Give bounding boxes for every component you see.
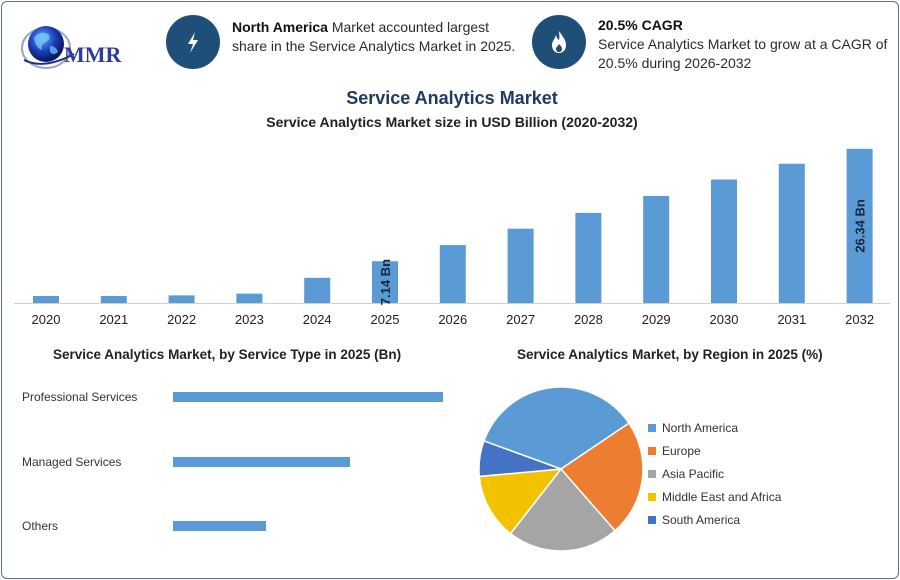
tick-label-2024: 2024 bbox=[303, 312, 332, 327]
pie-slice-4 bbox=[478, 439, 562, 478]
legend-swatch-3 bbox=[648, 492, 656, 501]
tick-label-2027: 2027 bbox=[506, 312, 535, 327]
hbar-label-1: Managed Services bbox=[22, 455, 122, 469]
market-size-bar-chart: 2020 2021 2022 2023 2024 2025 2026 2027 2028 2029… bbox=[14, 148, 890, 327]
bar-2031 bbox=[778, 163, 805, 303]
data-label-2025: 7.14 Bn bbox=[378, 259, 393, 305]
bar-2022 bbox=[168, 295, 195, 303]
mmr-globe-logo bbox=[21, 26, 75, 69]
bar-2030 bbox=[711, 179, 737, 303]
bar-2024 bbox=[304, 277, 331, 303]
stat2-body: Service Analytics Market to grow at a CA… bbox=[598, 36, 888, 71]
hbar-2 bbox=[173, 521, 266, 531]
legend-item-3: Middle East and Africa bbox=[648, 485, 781, 508]
flame-icon bbox=[552, 31, 566, 53]
bar-2023 bbox=[236, 293, 263, 303]
stat2-text: 20.5% CAGR Service Analytics Market to g… bbox=[598, 16, 888, 73]
hbar-0 bbox=[173, 392, 443, 402]
stat1-body: Market accounted largest share in the Se… bbox=[232, 19, 516, 54]
logo-text: MMR bbox=[64, 42, 122, 67]
hbar-label-0: Professional Services bbox=[22, 390, 138, 404]
region-pie-chart bbox=[478, 386, 644, 552]
legend-swatch-1 bbox=[648, 446, 656, 455]
bar-2021 bbox=[100, 295, 127, 303]
stat1-icon-circle bbox=[166, 15, 220, 69]
tick-label-2031: 2031 bbox=[777, 312, 806, 327]
hbar-label-2: Others bbox=[22, 519, 59, 533]
service-type-title: Service Analytics Market, by Service Typ… bbox=[53, 347, 402, 362]
stat1-highlight: North America bbox=[232, 19, 328, 35]
legend-label-4: South America bbox=[662, 512, 741, 527]
tick-label-2022: 2022 bbox=[167, 312, 196, 327]
legend-swatch-4 bbox=[648, 515, 656, 524]
legend-swatch-2 bbox=[648, 469, 656, 478]
bar-2027 bbox=[507, 228, 534, 303]
tick-label-2023: 2023 bbox=[235, 312, 264, 327]
tick-label-2026: 2026 bbox=[438, 312, 467, 327]
region-title: Service Analytics Market, by Region in 2… bbox=[517, 347, 823, 362]
legend-swatch-0 bbox=[648, 423, 656, 432]
tick-label-2021: 2021 bbox=[99, 312, 128, 327]
stat2-icon-circle bbox=[532, 15, 586, 69]
hbar-1 bbox=[173, 457, 351, 467]
chart-subtitle: Service Analytics Market size in USD Bil… bbox=[266, 114, 638, 130]
tick-label-2032: 2032 bbox=[845, 312, 874, 327]
tick-label-2025: 2025 bbox=[371, 312, 400, 327]
legend-item-2: Asia Pacific bbox=[648, 462, 781, 485]
data-label-2032: 26.34 Bn bbox=[853, 199, 868, 253]
pie-slice-2 bbox=[509, 467, 617, 552]
tick-label-2028: 2028 bbox=[574, 312, 603, 327]
legend-label-0: North America bbox=[662, 420, 739, 435]
pie-slice-0 bbox=[482, 386, 631, 470]
tick-label-2030: 2030 bbox=[710, 312, 739, 327]
tick-label-2020: 2020 bbox=[32, 312, 61, 327]
legend-label-1: Europe bbox=[662, 443, 701, 458]
bar-2032 bbox=[846, 148, 873, 303]
pie-legend: North America Europe Asia Pacific Middle Ea… bbox=[648, 416, 781, 531]
bar-2026 bbox=[439, 245, 466, 303]
bar-2028 bbox=[575, 212, 602, 303]
stat1-text: North America Market accounted largest s… bbox=[232, 18, 522, 56]
tick-label-2029: 2029 bbox=[642, 312, 671, 327]
bar-2029 bbox=[643, 195, 670, 303]
lightning-icon bbox=[188, 32, 198, 53]
legend-label-3: Middle East and Africa bbox=[662, 489, 782, 504]
bar-2025 bbox=[372, 261, 398, 303]
pie-slice-1 bbox=[559, 422, 644, 532]
legend-item-0: North America bbox=[648, 416, 781, 439]
stat2-highlight: 20.5% CAGR bbox=[598, 17, 683, 33]
legend-item-4: South America bbox=[648, 508, 781, 531]
legend-label-2: Asia Pacific bbox=[662, 466, 725, 481]
pie-slice-3 bbox=[478, 468, 563, 535]
legend-item-1: Europe bbox=[648, 439, 781, 462]
page-title: Service Analytics Market bbox=[346, 88, 558, 108]
bar-2020 bbox=[33, 295, 59, 303]
